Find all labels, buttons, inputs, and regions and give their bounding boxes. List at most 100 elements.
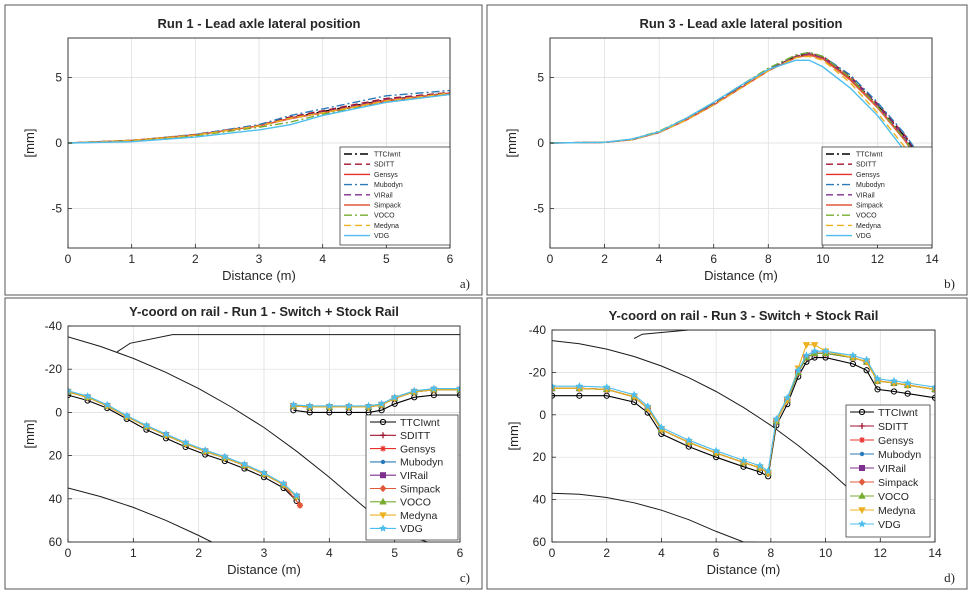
- data-point-vdg: [821, 346, 830, 355]
- x-tick-label: 2: [601, 252, 608, 266]
- y-tick-label: 60: [533, 535, 547, 549]
- y-tick-label: 0: [537, 136, 544, 150]
- data-point-vdg: [292, 491, 301, 500]
- y-tick-label: 5: [55, 70, 62, 84]
- data-point-vdg: [684, 435, 693, 444]
- data-point-vdg: [903, 378, 912, 387]
- legend-label-gensys: Gensys: [400, 443, 436, 455]
- legend: TTCIwnt SDITT Gensys Mubodyn VIRail Simpack VO…: [339, 146, 451, 246]
- data-point-vdg: [873, 374, 882, 383]
- x-tick-label: 6: [713, 546, 720, 560]
- x-tick-label: 4: [658, 546, 665, 560]
- legend-box: [339, 146, 451, 246]
- data-point-vdg: [764, 466, 773, 475]
- legend-label-simpack: Simpack: [878, 477, 919, 489]
- data-point-vdg: [602, 382, 611, 391]
- legend-marker-vdg: [378, 524, 388, 532]
- x-tick-label: 10: [816, 252, 830, 266]
- axes-box: [551, 329, 936, 543]
- series-line-vdg: [550, 59, 932, 190]
- legend-label-sditt: SDITT: [856, 162, 877, 169]
- data-point-vdg: [220, 452, 229, 461]
- legend-marker-sditt: [859, 423, 865, 429]
- x-tick-label: 8: [765, 252, 772, 266]
- series-line-mubodyn: [68, 89, 450, 144]
- legend-label-simpack: Simpack: [856, 203, 883, 210]
- y-tick-label: -5: [533, 202, 544, 216]
- legend-label-vdg: VDG: [374, 233, 389, 240]
- data-point-vdg: [712, 446, 721, 455]
- y-axis-label: [mm]: [504, 129, 519, 158]
- legend-label-sditt: SDITT: [400, 430, 431, 442]
- legend-label-simpack: Simpack: [374, 203, 401, 210]
- x-axis-label: Distance (m): [222, 268, 296, 283]
- y-tick-label: 60: [49, 535, 63, 549]
- legend-label-voco: VOCO: [400, 497, 431, 509]
- data-point-vdg: [848, 351, 858, 359]
- legend-label-ttciwnt: TTCIwnt: [400, 417, 440, 429]
- x-axis-label: Distance (m): [227, 562, 301, 577]
- data-point-ttciwnt: [874, 386, 881, 393]
- legend-label-vdg: VDG: [400, 523, 423, 535]
- x-tick-label: 12: [871, 252, 885, 266]
- data-point-ttciwnt: [890, 388, 898, 395]
- data-point-vdg: [889, 376, 899, 385]
- y-axis-label: [mm]: [22, 420, 37, 449]
- data-point-vdg: [575, 381, 584, 390]
- y-tick-label: 0: [55, 405, 62, 419]
- legend-box: [821, 146, 933, 246]
- legend-marker-virail: [859, 464, 866, 471]
- x-tick-label: 2: [195, 546, 202, 560]
- series-line-medyna: [68, 92, 450, 144]
- x-tick-label: 3: [261, 546, 268, 560]
- data-point-vdg: [794, 366, 803, 374]
- data-point-ttciwnt: [576, 392, 583, 399]
- chart-panel-4: 0 2 4 6 8 10 12 14 -40 -20 0 20 40 60 Y-coord on rail …: [486, 297, 968, 590]
- legend-label-virail: VIRail: [374, 192, 393, 199]
- legend-label-vdg: VDG: [856, 233, 871, 240]
- series-line-sditt: [68, 91, 450, 144]
- legend-label-mubodyn: Mubodyn: [400, 457, 443, 469]
- chart-panel-1: 0 1 2 3 4 5 6 -5 0 5 Run 1 - Lead axle lateral pos…: [4, 4, 483, 296]
- y-tick-label: -40: [45, 319, 63, 333]
- x-tick-label: 12: [874, 546, 888, 560]
- series-line-ttciwnt: [552, 357, 935, 478]
- panel-letter: a): [460, 276, 470, 291]
- legend-label-virail: VIRail: [400, 470, 428, 482]
- data-point-vdg: [455, 384, 460, 393]
- x-tick-label: 8: [768, 546, 775, 560]
- rail-outline: [552, 492, 758, 542]
- rail-outline: [552, 340, 876, 515]
- legend-label-mubodyn: Mubodyn: [374, 182, 403, 189]
- x-tick-label: 6: [447, 252, 454, 266]
- legend-label-gensys: Gensys: [856, 172, 880, 179]
- legend: TTCIwnt SDITT Gensys Mubodyn VIRail Simpack VO…: [845, 404, 931, 538]
- data-point-vdg: [305, 401, 314, 410]
- data-point-vdg: [429, 384, 438, 393]
- legend-label-voco: VOCO: [374, 213, 395, 220]
- data-point-vdg: [279, 479, 288, 488]
- x-tick-label: 0: [549, 546, 556, 560]
- x-axis-label: Distance (m): [704, 268, 778, 283]
- legend-marker-medyna: [858, 507, 866, 515]
- legend-label-mubodyn: Mubodyn: [856, 182, 885, 189]
- legend-label-vdg: VDG: [878, 519, 901, 531]
- legend-marker-mubodyn: [859, 451, 865, 457]
- y-tick-label: 20: [533, 450, 547, 464]
- data-layer: [550, 51, 932, 190]
- data-point-vdg: [325, 401, 334, 410]
- x-tick-label: 10: [819, 546, 833, 560]
- legend-label-ttciwnt: TTCIwnt: [856, 152, 883, 159]
- series-line-vdg: [68, 93, 450, 144]
- data-point-vdg: [552, 381, 557, 390]
- legend-marker-voco: [858, 491, 866, 499]
- y-tick-label: 0: [55, 136, 62, 150]
- legend-label-ttciwnt: TTCIwnt: [878, 407, 918, 419]
- legend-marker-voco: [379, 497, 387, 505]
- y-axis-label: [mm]: [506, 422, 521, 451]
- data-point-ttciwnt: [931, 394, 935, 401]
- x-tick-label: 2: [603, 546, 610, 560]
- legend-label-gensys: Gensys: [374, 172, 398, 179]
- data-point-vdg: [161, 429, 171, 438]
- legend-label-ttciwnt: TTCIwnt: [374, 152, 401, 159]
